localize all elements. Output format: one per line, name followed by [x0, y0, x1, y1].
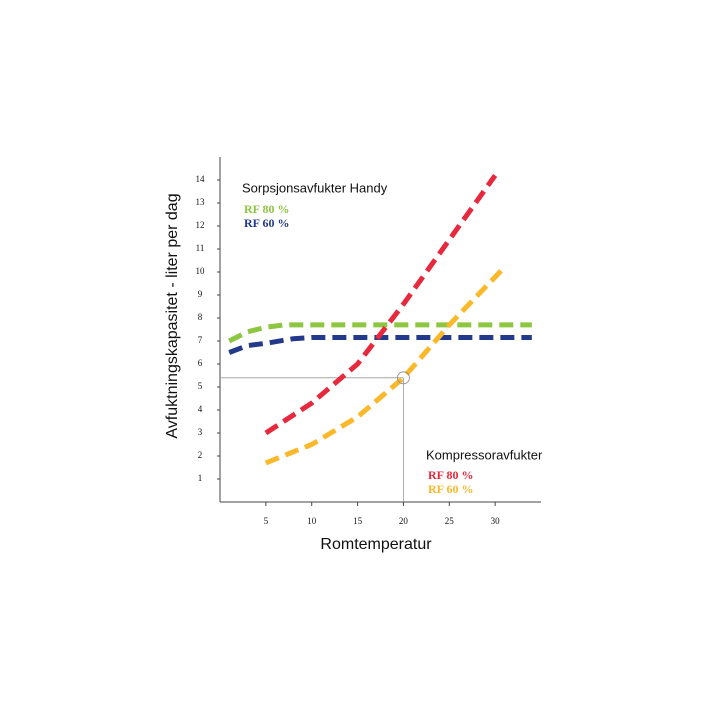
x-axis-title: Romtemperatur: [320, 536, 432, 553]
legend-entry: RF 60 %: [428, 482, 474, 496]
y-tick-label: 10: [196, 266, 206, 276]
y-tick-label: 12: [196, 220, 205, 230]
x-tick-label: 15: [353, 516, 363, 526]
x-tick-label: 5: [264, 516, 269, 526]
legend-group-title: Kompressoravfukter: [426, 447, 543, 462]
x-tick-label: 10: [307, 516, 317, 526]
y-tick-label: 6: [198, 358, 203, 368]
x-tick-label: 20: [399, 516, 409, 526]
y-tick-label: 5: [198, 381, 203, 391]
series-line: [228, 335, 532, 355]
series-line: [264, 173, 498, 436]
legend-entry: RF 80 %: [428, 468, 474, 482]
x-tick-label: 30: [491, 516, 501, 526]
reference-point: [397, 371, 410, 385]
series-line: [264, 265, 507, 466]
series-line: [228, 322, 532, 344]
y-tick-label: 9: [198, 289, 203, 299]
x-tick-label: 25: [445, 516, 455, 526]
y-tick-label: 4: [198, 404, 203, 414]
legend-entry: RF 60 %: [244, 216, 290, 230]
y-tick-label: 14: [196, 174, 206, 184]
legend-entry: RF 80 %: [244, 202, 290, 216]
legend-group-title: Sorpsjonsavfukter Handy: [242, 180, 388, 195]
y-tick-label: 8: [198, 312, 203, 322]
y-tick-label: 2: [198, 450, 203, 460]
y-tick-label: 3: [198, 427, 203, 437]
y-tick-label: 7: [198, 335, 203, 345]
y-tick-label: 11: [196, 243, 205, 253]
y-axis-title: Avfuktningskapasitet - liter per dag: [164, 193, 181, 438]
y-tick-label: 13: [196, 197, 206, 207]
y-tick-label: 1: [198, 473, 203, 483]
